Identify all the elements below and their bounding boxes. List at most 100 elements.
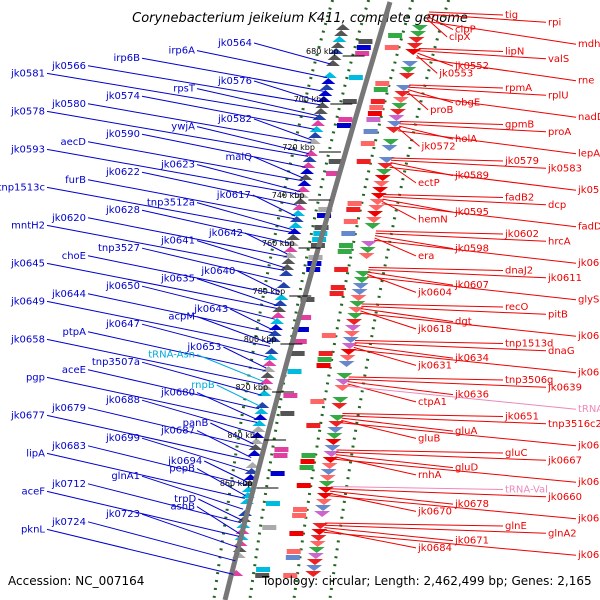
kbp-label: 820 kbp <box>235 383 268 392</box>
forward-gene-label: tnp3507a <box>92 357 140 368</box>
leader-line <box>341 417 454 432</box>
leader-line <box>253 118 312 141</box>
leader-line <box>353 346 417 366</box>
reverse-gene-label: recO <box>505 302 529 313</box>
leader-line <box>417 52 454 67</box>
leader-line <box>253 156 304 179</box>
reverse-feature-glyph <box>328 421 345 427</box>
leader-line <box>87 255 280 296</box>
leader-line <box>46 376 258 423</box>
leader-line <box>408 86 547 96</box>
reverse-feature-glyph <box>306 559 323 565</box>
reverse-gene-label: rnhA <box>418 470 442 481</box>
leader-line <box>409 84 504 89</box>
forward-feature-glyph <box>260 372 275 378</box>
forward-feature-glyph <box>248 444 263 450</box>
reverse-gene-label: glnE <box>505 521 527 532</box>
reverse-gene-label: gluC <box>505 448 527 459</box>
forward-feature-glyph <box>268 324 283 330</box>
leader-line <box>87 179 295 220</box>
forward-feature-glyph <box>313 108 328 114</box>
leader-line <box>87 65 321 106</box>
reverse-feature-glyph <box>335 379 352 385</box>
leader-line <box>141 475 244 510</box>
gc-content-block <box>280 411 295 416</box>
forward-feature-glyph <box>291 210 306 216</box>
reverse-gene-label: ctpA1 <box>418 397 447 408</box>
leader-line <box>87 407 254 448</box>
leader-line <box>389 166 577 191</box>
reverse-feature-glyph <box>305 571 322 577</box>
leader-line <box>367 271 454 286</box>
leader-line <box>329 492 417 512</box>
reverse-feature-glyph <box>344 325 361 331</box>
gc-skew-block <box>356 159 371 164</box>
leader-line <box>374 235 454 250</box>
leader-line <box>399 123 547 133</box>
leader-line <box>383 194 504 198</box>
leader-line <box>141 513 238 548</box>
leader-line <box>196 50 328 79</box>
leader-line <box>230 308 274 331</box>
reverse-feature-glyph <box>352 283 369 289</box>
reverse-gene-label: jk0634 <box>454 353 489 364</box>
reverse-feature-glyph <box>374 175 391 181</box>
leader-line <box>46 414 251 461</box>
gc-skew-block <box>337 249 352 254</box>
gc-content-block <box>358 39 373 44</box>
forward-feature-glyph <box>271 312 286 318</box>
forward-feature-glyph <box>322 72 337 78</box>
reverse-feature-glyph <box>306 565 323 571</box>
leader-line <box>366 276 577 301</box>
reverse-gene-label: gpmB <box>505 120 534 131</box>
leader-line <box>196 126 309 155</box>
forward-feature-glyph <box>335 24 350 30</box>
reverse-feature-glyph <box>325 439 342 445</box>
gc-skew-block <box>289 531 304 536</box>
forward-gene-label: jk0566 <box>51 61 86 72</box>
leader-line <box>196 430 252 459</box>
leader-line <box>407 89 454 104</box>
reverse-gene-label: jk0602 <box>504 229 539 240</box>
reverse-feature-glyph <box>388 115 405 121</box>
reverse-gene-label: jk0611 <box>547 273 582 284</box>
reverse-feature-glyph <box>312 523 329 529</box>
reverse-feature-glyph <box>353 277 370 283</box>
reverse-feature-glyph <box>377 163 394 169</box>
leader-line <box>237 270 281 293</box>
gc-content-block <box>292 339 307 344</box>
forward-feature-glyph <box>316 96 331 102</box>
reverse-feature-glyph <box>322 457 339 463</box>
forward-feature-glyph <box>267 330 282 336</box>
forward-gene-label: jk0680 <box>160 388 195 399</box>
reverse-feature-glyph <box>318 481 335 487</box>
leader-line <box>324 527 454 542</box>
leader-line <box>354 344 454 359</box>
reverse-feature-glyph <box>355 271 372 277</box>
leader-line <box>324 524 547 534</box>
forward-feature-glyph <box>283 246 298 252</box>
reverse-feature-glyph <box>385 127 402 133</box>
reverse-gene-label: lipN <box>505 47 524 58</box>
leader-line <box>196 506 240 535</box>
gc-content-block <box>338 117 353 122</box>
reverse-feature-glyph <box>310 535 327 541</box>
leader-line <box>336 451 547 461</box>
forward-feature-glyph <box>247 450 262 456</box>
reverse-gene-label: clpP <box>455 25 476 36</box>
reverse-gene-label: jk0598 <box>454 244 489 255</box>
leader-line <box>381 203 577 228</box>
kbp-label: 700 kbp <box>294 95 327 104</box>
reverse-gene-label: obgE <box>455 98 480 109</box>
genome-backbone <box>222 1 393 600</box>
gc-skew-block <box>388 33 403 38</box>
gc-content-block <box>287 369 302 374</box>
kbp-label: 840 kbp <box>227 431 260 440</box>
forward-feature-glyph <box>251 426 266 432</box>
forward-feature-glyph <box>310 120 325 126</box>
forward-gene-label: jk0699 <box>105 433 140 444</box>
forward-feature-glyph <box>318 90 333 96</box>
reverse-gene-label: tnp3506g <box>505 375 553 386</box>
forward-gene-label: jk0643 <box>193 304 228 315</box>
gc-content-block <box>355 51 370 56</box>
